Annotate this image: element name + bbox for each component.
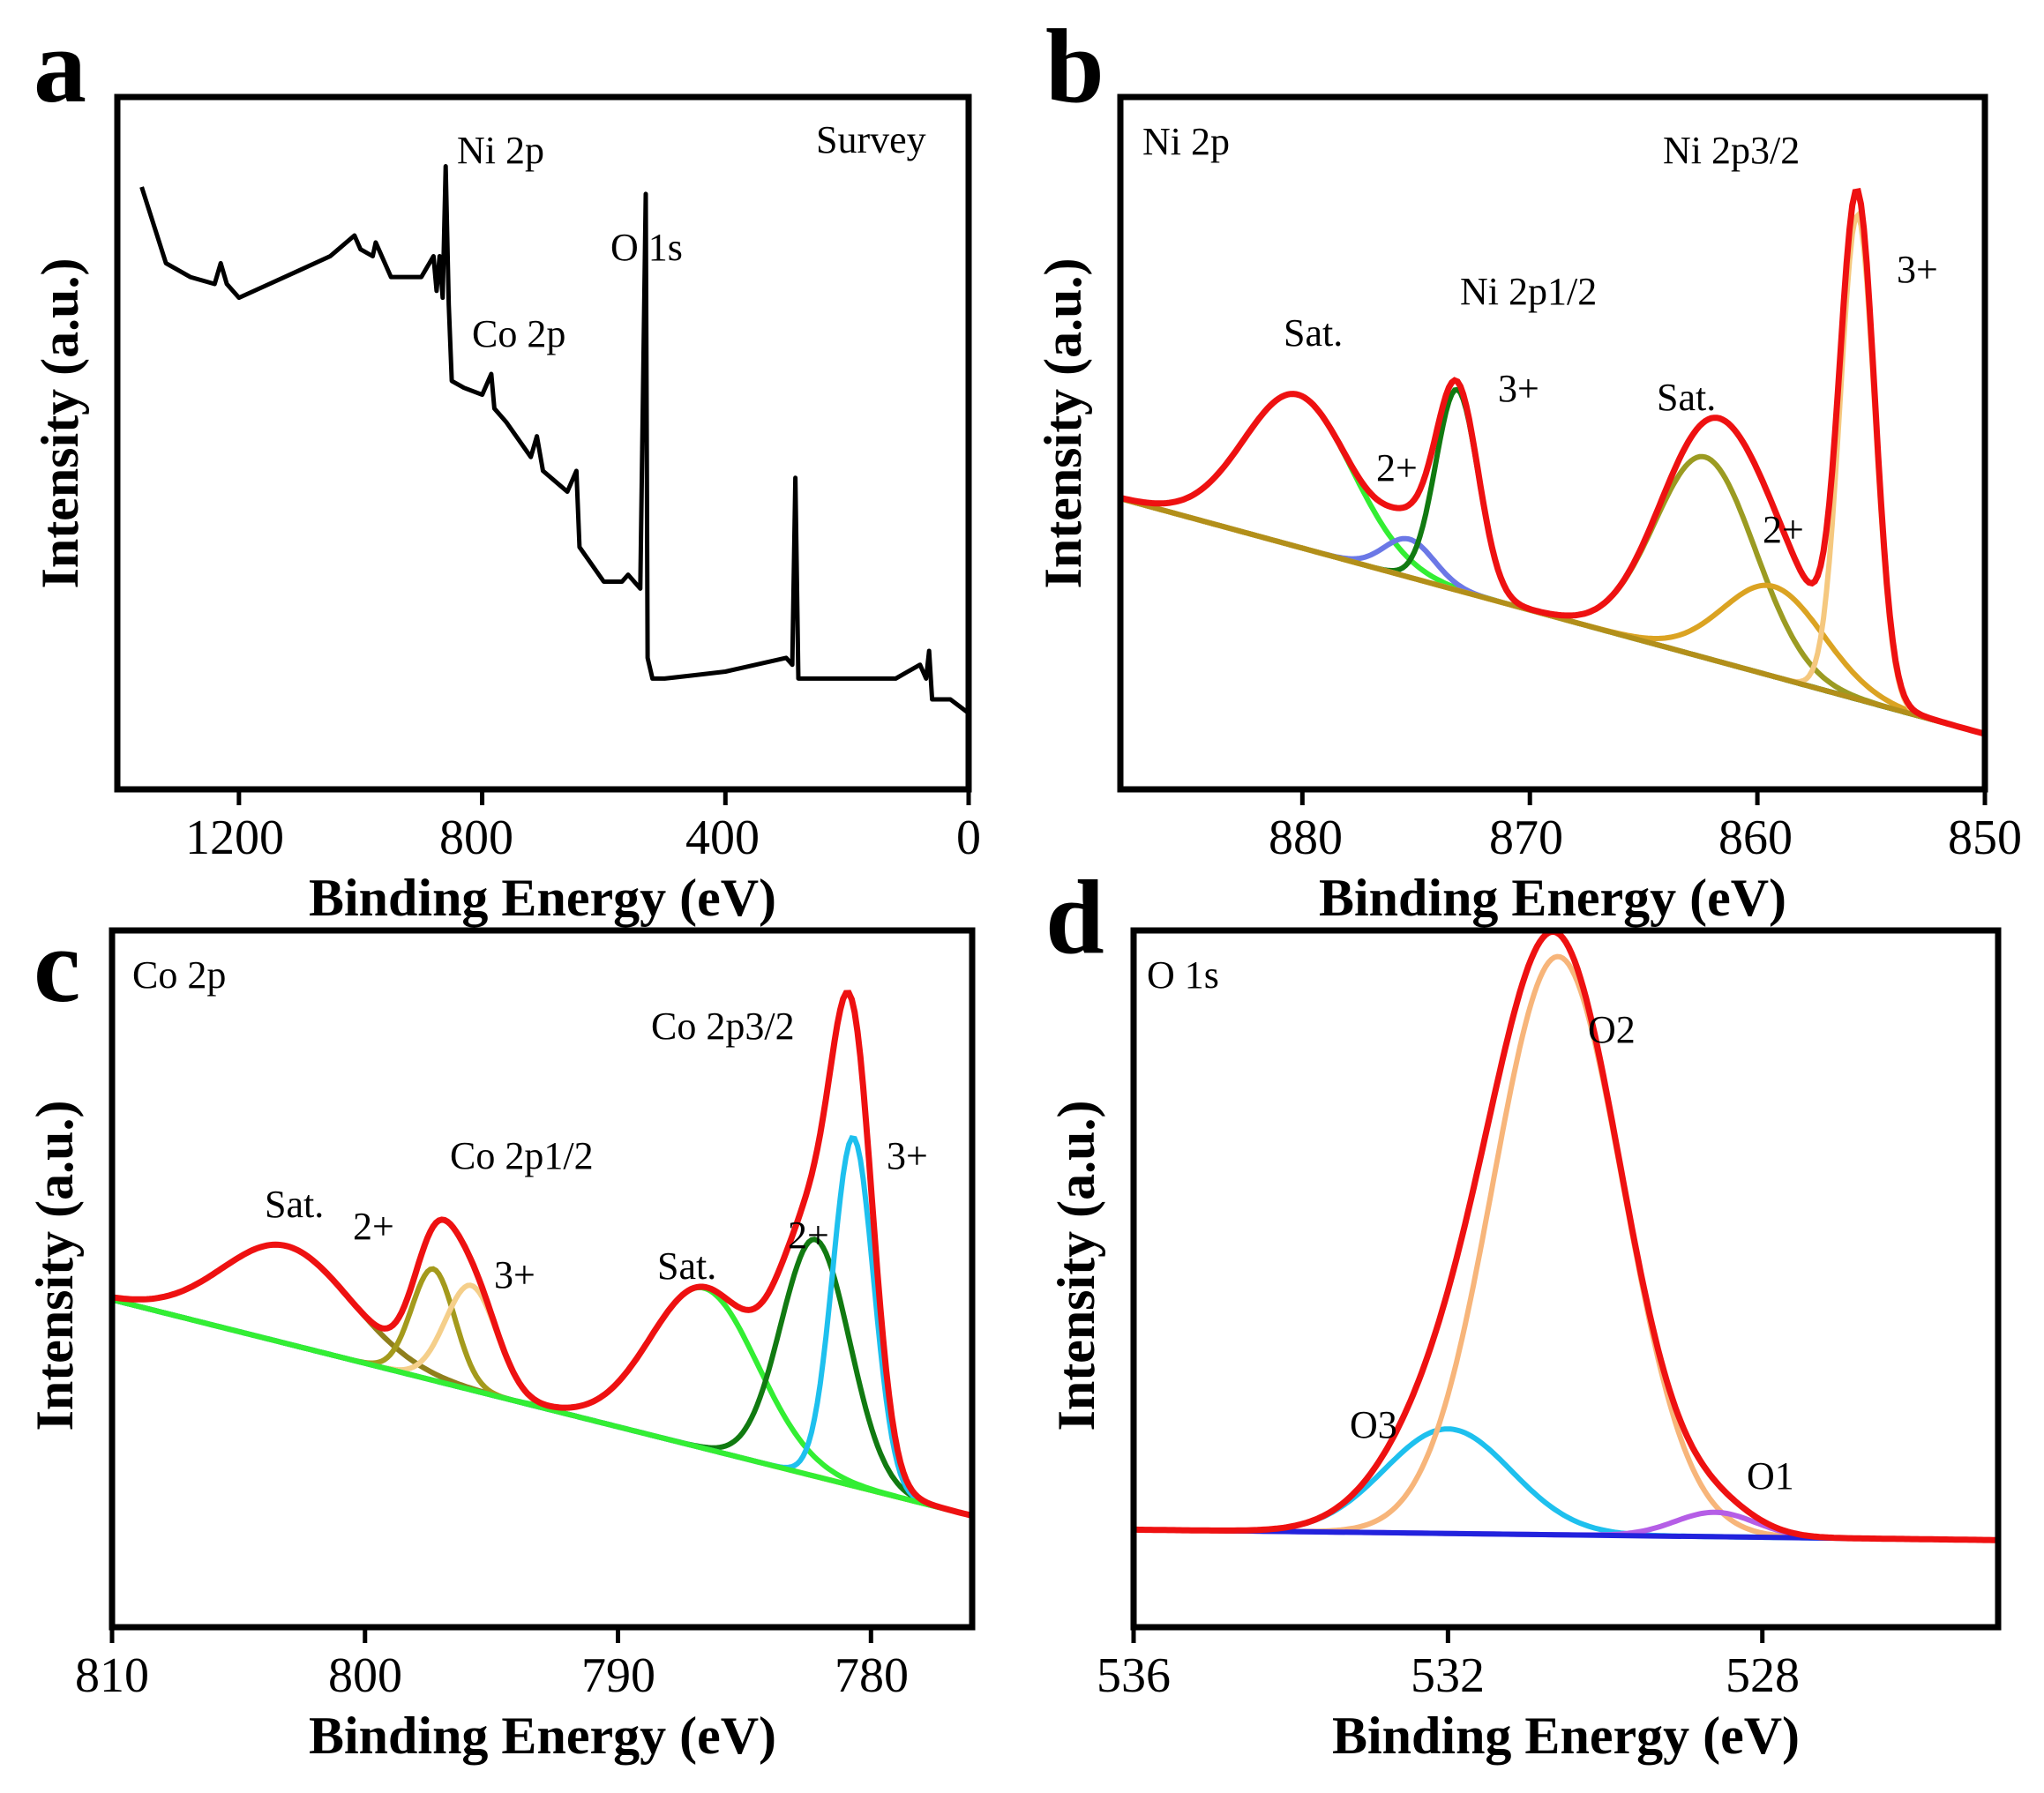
label-ni-2p3-2: Ni 2p3/2	[1663, 129, 1800, 172]
label-co-2plus-a: 2+	[353, 1205, 394, 1248]
label-ni-sat-b: Sat.	[1657, 376, 1716, 419]
x-tick-label: 860	[1718, 811, 1793, 865]
x-tick-label: 536	[1097, 1648, 1171, 1703]
x-tick-label: 532	[1411, 1648, 1485, 1703]
label-survey: Survey	[816, 118, 926, 161]
y-axis-title-c: Intensity (a.u.)	[26, 1100, 84, 1431]
envelope-fit-line	[1134, 928, 1998, 1543]
panel-d-o-1s: d O 1s O2 O3 O1 536 532 528 Binding Ener…	[1045, 858, 2002, 1765]
label-ni-2p1-2: Ni 2p1/2	[1460, 270, 1597, 313]
label-ni-3plus-a: 3+	[1897, 248, 1938, 291]
y-axis-title-a: Intensity (a.u.)	[31, 258, 89, 588]
label-co-3plus-a: 3+	[887, 1134, 928, 1177]
component-2-co-2p3-2-line	[111, 1236, 973, 1519]
plot-frame-b	[1117, 93, 1988, 793]
envelope-fit-line	[111, 990, 973, 1520]
x-axis-title-d: Binding Energy (eV)	[1332, 1707, 1800, 1765]
x-tick-label: 790	[581, 1648, 655, 1703]
x-tick-label: 800	[328, 1648, 402, 1703]
label-ni-sat-a: Sat.	[1284, 311, 1343, 355]
x-tick-label: 880	[1269, 811, 1343, 865]
label-co-2plus-b: 2+	[788, 1214, 829, 1257]
label-co-sat-b: Sat.	[657, 1244, 716, 1288]
label-co-2p1-2: Co 2p1/2	[450, 1134, 594, 1177]
background-line	[111, 1296, 973, 1519]
component-3-co-2p3-2-line	[111, 1135, 973, 1519]
label-o1: O1	[1747, 1454, 1794, 1498]
series-survey-line	[139, 164, 970, 715]
panel-letter-a: a	[34, 7, 86, 124]
label-co-3plus-b: 3+	[494, 1253, 535, 1296]
label-title-ni-2p: Ni 2p	[1142, 120, 1230, 163]
y-axis-title-b: Intensity (a.u.)	[1034, 258, 1092, 588]
x-tick-label: 780	[835, 1648, 909, 1703]
label-title-o-1s: O 1s	[1147, 953, 1219, 997]
plot-frame-d	[1130, 927, 2002, 1631]
component-o3-line	[1134, 1426, 1999, 1543]
label-ni-2plus-a: 2+	[1376, 446, 1418, 489]
panel-letter-d: d	[1045, 858, 1104, 975]
x-tick-label: 870	[1489, 811, 1563, 865]
label-ni-2p: Ni 2p	[457, 129, 544, 172]
panel-c-co-2p: c Co 2p Co 2p3/2 Co 2p1/2 3+ Sat. 2+ 2+ …	[26, 907, 976, 1765]
label-co-sat-a: Sat.	[265, 1183, 324, 1226]
component-o2-line	[1134, 953, 1998, 1543]
x-tick-label: 800	[439, 811, 513, 865]
x-tick-label: 0	[956, 811, 981, 865]
x-tick-label: 810	[75, 1648, 149, 1703]
panel-letter-b: b	[1045, 7, 1104, 124]
panel-letter-c: c	[34, 907, 80, 1024]
envelope-fit-line	[1119, 188, 1986, 737]
panel-b-ni-2p: b Ni 2p Ni 2p3/2 3+ Ni 2p1/2 Sat. 3+ Sat…	[1034, 7, 2022, 927]
label-o2: O2	[1588, 1008, 1636, 1051]
plot-frame-a	[114, 93, 972, 793]
panel-a-survey: a Ni 2p Co 2p O 1s Survey 1200 800 400 0…	[31, 7, 981, 927]
x-tick-label: 528	[1726, 1648, 1800, 1703]
x-tick-label: 1200	[185, 811, 284, 865]
x-axis-title-b: Binding Energy (eV)	[1319, 869, 1786, 927]
component-3-ni-2p1-2-line	[1119, 386, 1986, 737]
label-ni-3plus-b: 3+	[1498, 367, 1539, 410]
label-title-co-2p: Co 2p	[132, 953, 226, 997]
x-tick-label: 400	[685, 811, 760, 865]
x-axis-title-c: Binding Energy (eV)	[309, 1707, 776, 1765]
label-co-2p: Co 2p	[472, 312, 565, 355]
label-o-1s: O 1s	[610, 226, 683, 269]
component-sat-ni-2p1-2-line	[1119, 391, 1986, 737]
y-axis-title-d: Intensity (a.u.)	[1047, 1100, 1105, 1431]
label-ni-2plus-b: 2+	[1763, 508, 1804, 551]
plot-frame-c	[109, 927, 976, 1631]
x-axis-title-a: Binding Energy (eV)	[309, 869, 776, 927]
label-co-2p3-2: Co 2p3/2	[651, 1005, 795, 1048]
component-sat-ni-2p3-2-line	[1119, 453, 1986, 737]
label-o3: O3	[1350, 1403, 1397, 1446]
x-tick-label: 850	[1948, 811, 2022, 865]
